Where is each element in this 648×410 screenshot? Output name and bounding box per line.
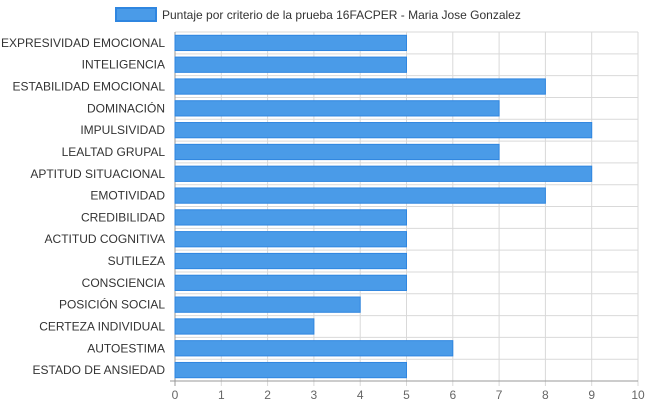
bar[interactable] [174, 34, 407, 52]
bar[interactable] [174, 165, 593, 182]
x-tick-label: 5 [403, 388, 410, 402]
category-label: APTITUD SITUACIONAL [30, 167, 165, 181]
category-label: INTELIGENCIA [82, 58, 165, 72]
x-tick-label: 7 [496, 388, 503, 402]
bar[interactable] [174, 78, 546, 95]
bar[interactable] [174, 361, 407, 379]
category-label: CERTEZA INDIVIDUAL [39, 319, 165, 333]
bar[interactable] [174, 100, 500, 117]
bar[interactable] [174, 56, 407, 73]
legend-swatch [115, 7, 157, 22]
legend[interactable]: Puntaje por criterio de la prueba 16FACP… [115, 7, 521, 22]
category-label: IMPULSIVIDAD [80, 123, 165, 137]
x-tick-label: 9 [588, 388, 595, 402]
category-label: CREDIBILIDAD [81, 210, 165, 224]
category-label: POSICIÓN SOCIAL [59, 297, 165, 312]
bar[interactable] [174, 252, 407, 270]
category-label: SUTILEZA [108, 254, 165, 268]
bar[interactable] [174, 296, 361, 313]
x-tick-label: 6 [449, 388, 456, 402]
category-label: ACTITUD COGNITIVA [45, 232, 165, 246]
bar[interactable] [174, 122, 593, 139]
x-tick-label: 4 [357, 388, 364, 402]
bar[interactable] [174, 231, 407, 248]
x-tick-label: 0 [172, 388, 179, 402]
bar[interactable] [174, 187, 546, 204]
x-tick-labels: 0 1 2 3 4 5 6 7 8 9 10 [172, 388, 645, 402]
x-tick-label: 1 [218, 388, 225, 402]
legend-label: Puntaje por criterio de la prueba 16FACP… [162, 8, 521, 22]
bar[interactable] [174, 143, 500, 161]
category-label: ESTADO DE ANSIEDAD [33, 363, 166, 377]
category-label: LEALTAD GRUPAL [62, 145, 166, 159]
category-label: DOMINACIÓN [87, 100, 165, 115]
x-tick-label: 3 [311, 388, 318, 402]
category-label: AUTOESTIMA [87, 341, 165, 355]
category-label: EXPRESIVIDAD EMOCIONAL [1, 36, 165, 50]
x-tick-label: 2 [264, 388, 271, 402]
x-tick-label: 8 [542, 388, 549, 402]
bars [174, 34, 593, 379]
category-labels: EXPRESIVIDAD EMOCIONAL INTELIGENCIA ESTABI… [1, 36, 165, 377]
bar[interactable] [174, 318, 315, 335]
category-label: EMOTIVIDAD [90, 189, 165, 203]
bar[interactable] [174, 209, 407, 226]
bar[interactable] [174, 274, 407, 291]
category-label: ESTABILIDAD EMOCIONAL [13, 80, 166, 94]
x-tick-label: 10 [631, 388, 645, 402]
grid [170, 31, 639, 386]
category-label: CONSCIENCIA [82, 276, 165, 290]
bar[interactable] [174, 340, 454, 357]
